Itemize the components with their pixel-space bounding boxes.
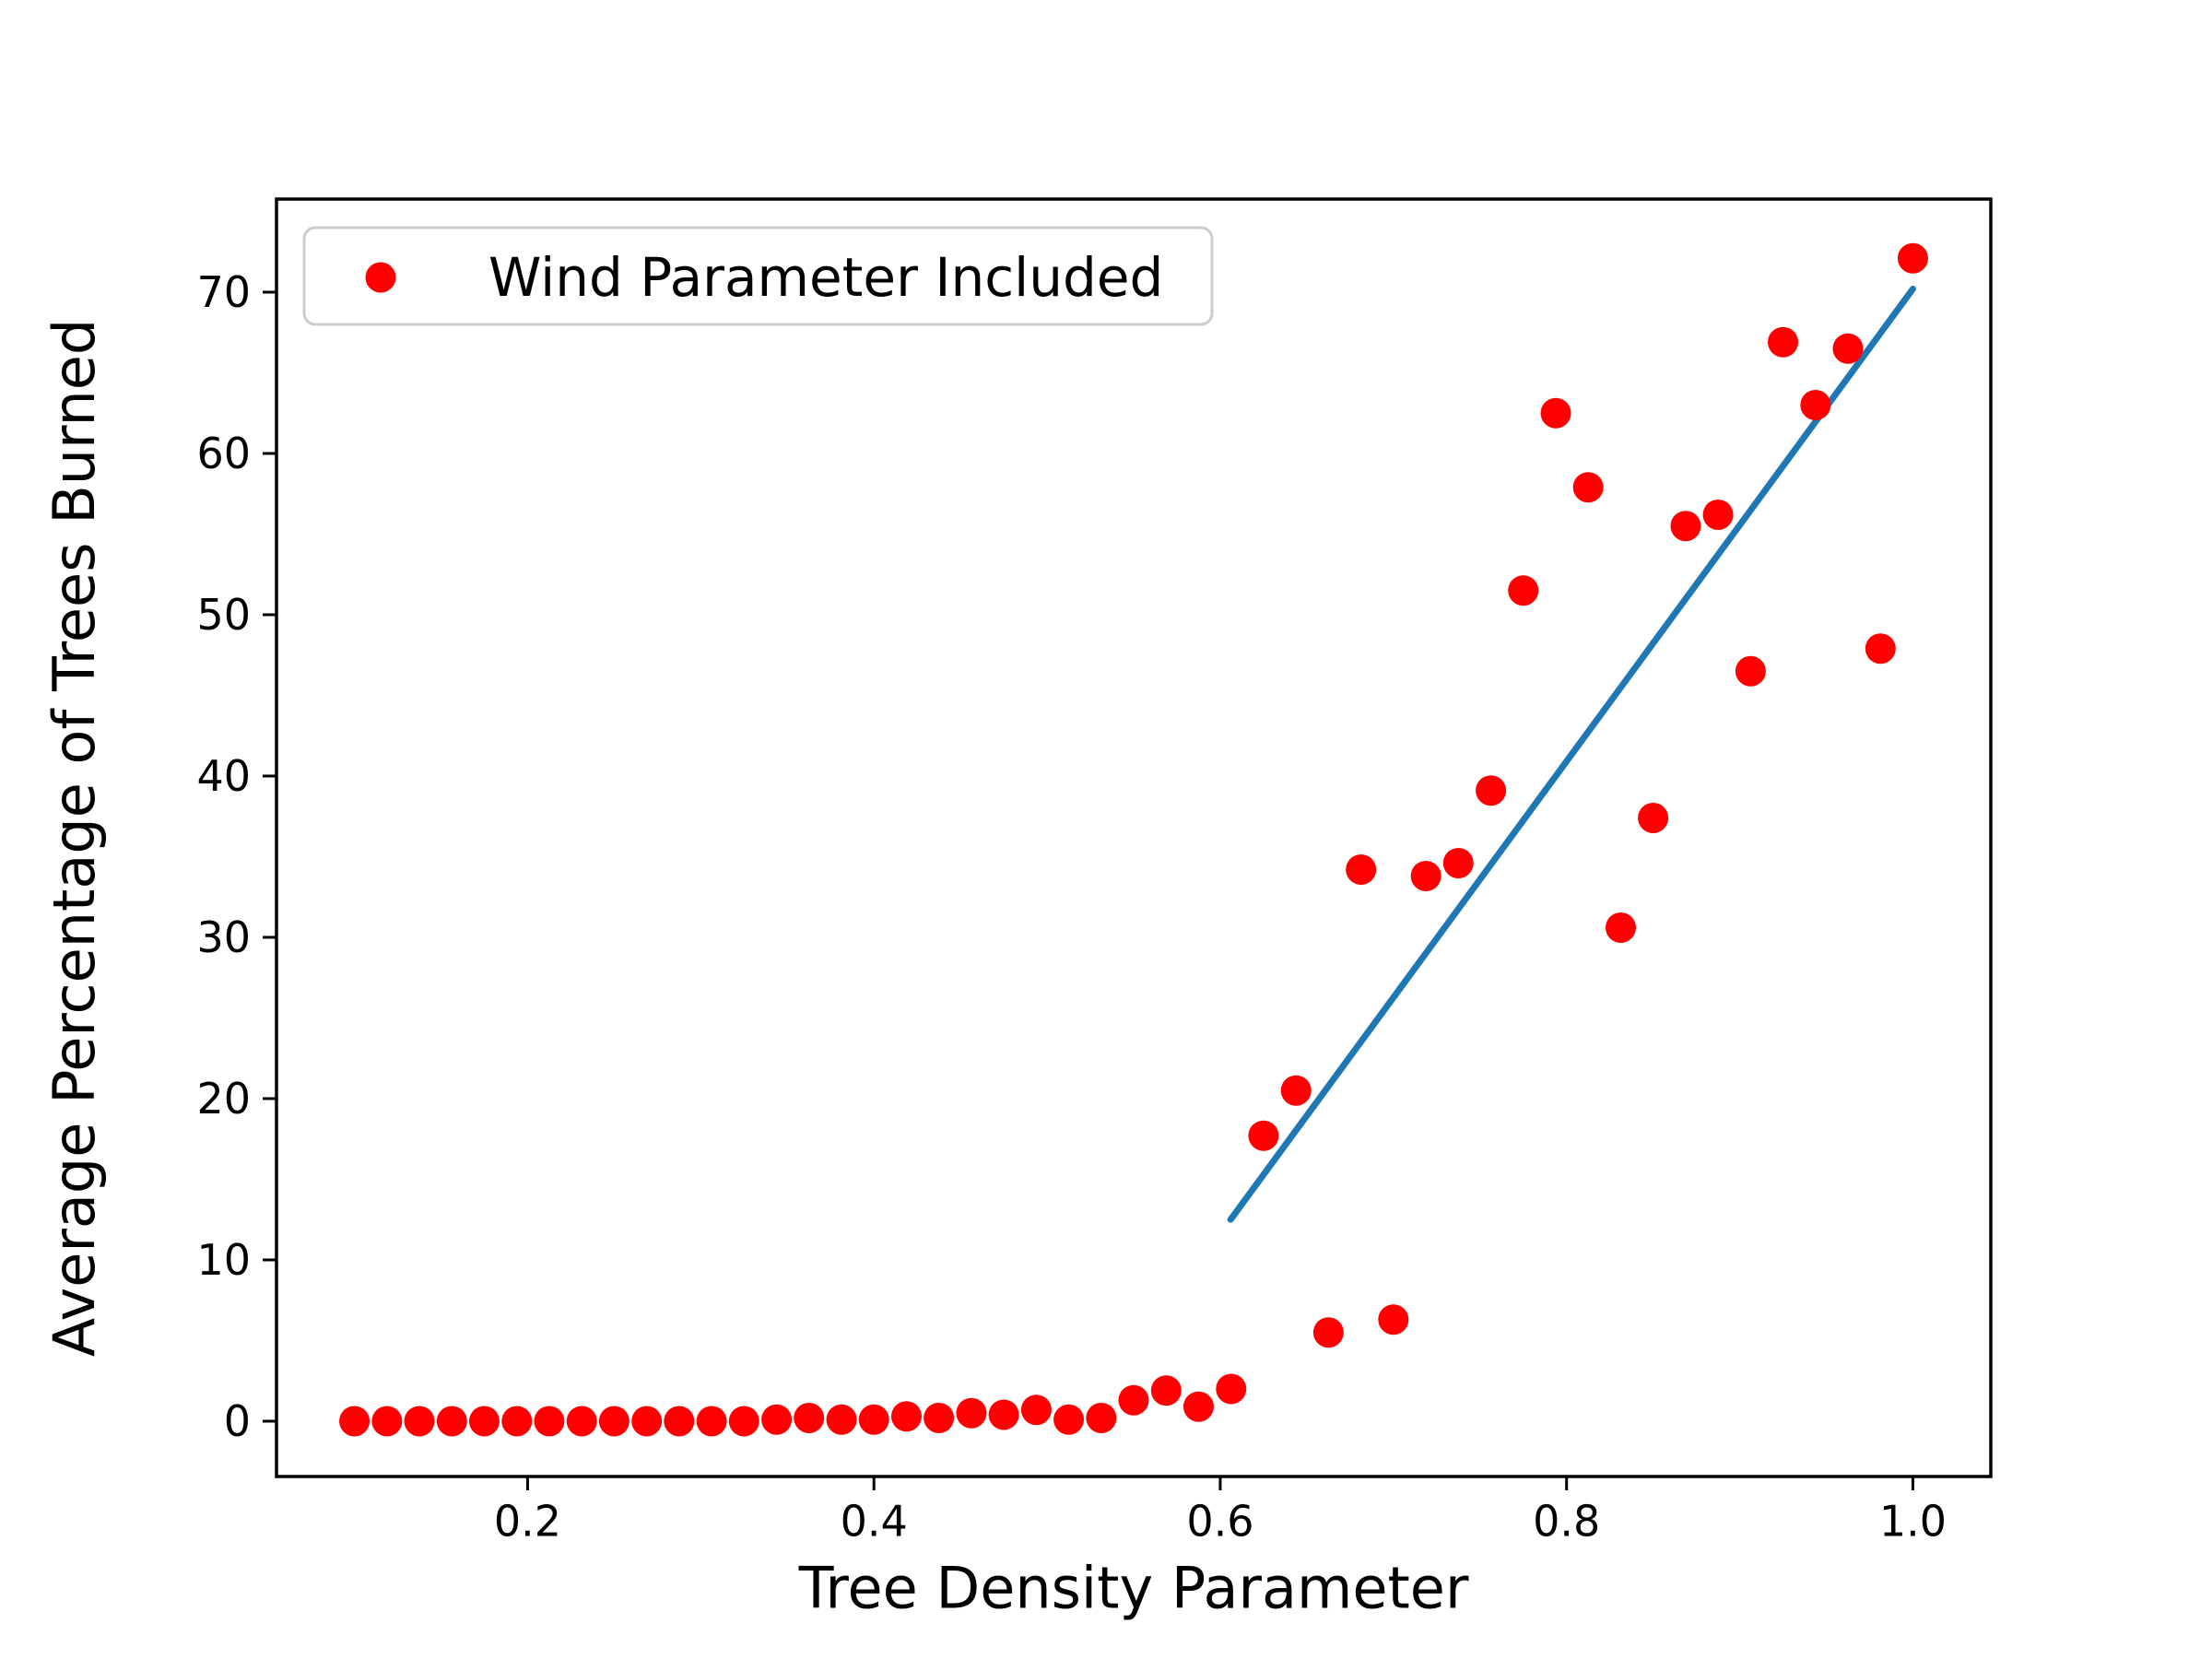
scatter-point <box>1312 1317 1344 1348</box>
legend-box <box>302 226 1214 326</box>
scatter-point <box>436 1406 467 1437</box>
scatter-point <box>1086 1402 1117 1433</box>
scatter-point <box>1865 633 1896 665</box>
legend-label: Wind Parameter Included <box>488 246 1163 309</box>
scatter-point <box>468 1406 500 1437</box>
y-tick-label: 20 <box>196 1074 251 1124</box>
scatter-point <box>1378 1304 1409 1335</box>
scatter-point <box>1702 499 1734 530</box>
scatter-point <box>1346 853 1377 885</box>
scatter-point <box>1540 397 1571 429</box>
scatter-point <box>1182 1391 1214 1422</box>
x-tick-label: 0.2 <box>494 1496 561 1546</box>
y-tick-label: 70 <box>196 267 251 317</box>
scatter-point <box>1248 1120 1279 1151</box>
legend-marker-icon <box>365 262 396 293</box>
scatter-point <box>858 1404 889 1435</box>
scatter-point <box>1735 655 1766 687</box>
scatter-point <box>1410 860 1441 891</box>
scatter-point <box>1442 847 1474 878</box>
scatter-point <box>1897 242 1928 274</box>
trend-line <box>1227 285 1916 1223</box>
trend-line-group <box>1227 285 1916 1223</box>
x-axis-ticks: 0.2 0.4 0.6 0.8 1.0 <box>494 1477 1947 1546</box>
x-tick-label: 0.6 <box>1186 1496 1253 1546</box>
x-axis-label: Tree Density Parameter <box>798 1554 1469 1621</box>
scatter-point <box>371 1406 403 1437</box>
y-tick-label: 40 <box>196 751 251 801</box>
scatter-point <box>1216 1373 1247 1405</box>
scatter-point <box>404 1406 435 1437</box>
scatter-point <box>1118 1384 1149 1416</box>
scatter-point <box>924 1402 955 1433</box>
scatter-point <box>1670 511 1701 542</box>
scatter-point <box>1800 389 1831 420</box>
y-tick-label: 30 <box>196 912 251 962</box>
legend: Wind Parameter Included <box>302 226 1214 326</box>
x-tick-label: 1.0 <box>1879 1496 1947 1546</box>
scatter-point <box>1280 1075 1312 1106</box>
scatter-series <box>339 242 1928 1437</box>
scatter-point <box>1020 1394 1052 1426</box>
scatter-point <box>1053 1404 1085 1435</box>
scatter-point <box>826 1404 857 1435</box>
y-tick-label: 60 <box>196 429 251 478</box>
scatter-point <box>534 1406 565 1437</box>
scatter-point <box>631 1406 663 1437</box>
x-tick-label: 0.8 <box>1533 1496 1600 1546</box>
scatter-point <box>696 1406 727 1437</box>
scatter-point <box>956 1397 987 1429</box>
scatter-point <box>761 1404 793 1435</box>
scatter-point <box>1508 575 1539 606</box>
y-tick-label: 50 <box>196 590 251 640</box>
scatter-point <box>794 1402 825 1433</box>
scatter-point <box>664 1406 695 1437</box>
y-tick-label: 10 <box>196 1235 251 1285</box>
scatter-point <box>891 1401 923 1432</box>
scatter-point <box>1638 802 1669 833</box>
scatter-point <box>1476 775 1507 806</box>
scatter-point <box>988 1399 1019 1430</box>
scatter-point <box>339 1406 371 1437</box>
plot-area-border <box>275 197 1993 1478</box>
x-tick-label: 0.4 <box>841 1496 908 1546</box>
scatter-point <box>1768 326 1799 358</box>
scatter-point <box>566 1406 597 1437</box>
y-tick-label: 0 <box>224 1396 251 1446</box>
scatter-point <box>1572 472 1604 503</box>
y-axis-ticks: 0 10 20 30 40 50 60 70 <box>196 267 276 1446</box>
scatter-point <box>1606 912 1637 943</box>
scatter-point <box>1150 1375 1182 1406</box>
scatter-point <box>1832 333 1864 364</box>
y-axis-label: Average Percentage of Trees Burned <box>41 319 108 1357</box>
scatter-point <box>598 1406 629 1437</box>
scatter-point <box>728 1406 759 1437</box>
scatter-point <box>501 1406 533 1437</box>
